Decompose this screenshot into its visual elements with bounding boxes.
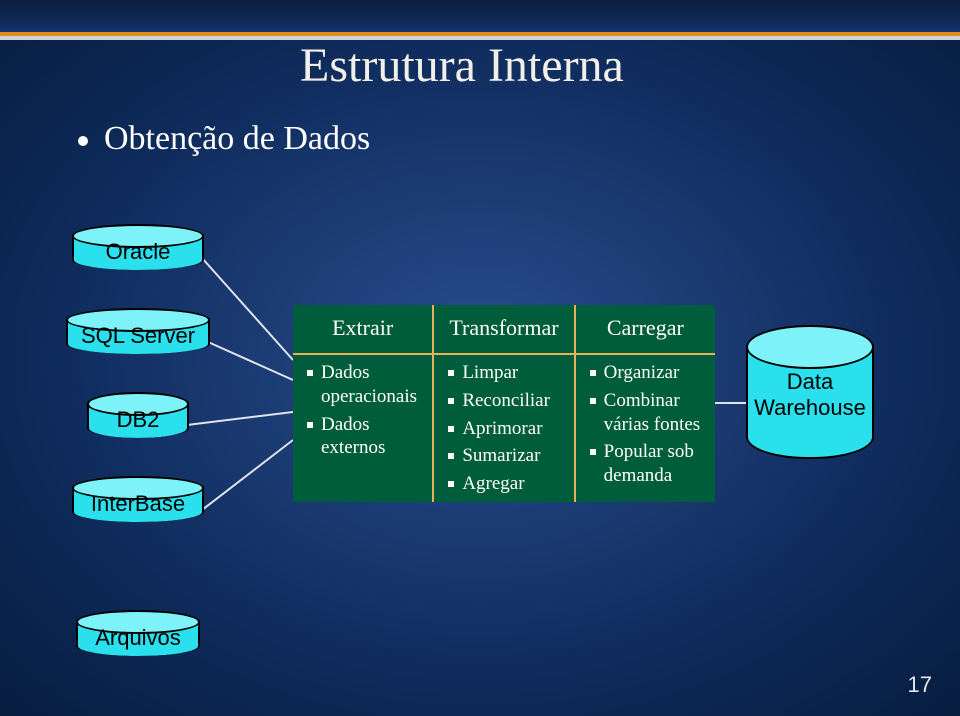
bullet-icon — [448, 453, 454, 459]
slide-title: Estrutura Interna — [300, 38, 624, 93]
etl-item-text: Popular sob demanda — [604, 440, 711, 488]
header-bar — [0, 0, 960, 32]
etl-item-text: Reconciliar — [462, 389, 569, 413]
bullet-icon — [307, 370, 313, 376]
etl-item: Agregar — [448, 472, 569, 496]
etl-item-text: Combinar várias fontes — [604, 389, 711, 437]
bullet-icon — [448, 370, 454, 376]
etl-item-list: Organizar Combinar várias fontesPopular s… — [576, 355, 715, 498]
etl-item-text: Dados externos — [321, 413, 428, 461]
bullet-icon — [448, 398, 454, 404]
etl-item: Sumarizar — [448, 444, 569, 468]
source-cylinder: DB2 — [87, 402, 185, 438]
source-cylinder: Oracle — [72, 234, 200, 270]
etl-item-text: Limpar — [462, 361, 569, 385]
source-label: InterBase — [74, 486, 202, 516]
dw-label: Data Warehouse — [748, 345, 872, 422]
etl-item-list: Limpar Reconciliar Aprimorar Sumarizar Agreg… — [434, 355, 573, 506]
bullet-icon — [307, 422, 313, 428]
source-label: SQL Server — [68, 318, 208, 348]
etl-item-text: Agregar — [462, 472, 569, 496]
page-number: 17 — [908, 672, 932, 698]
slide: Estrutura Interna Obtenção de Dados Orac… — [0, 0, 960, 716]
source-label: DB2 — [89, 402, 187, 432]
bullet-icon — [448, 481, 454, 487]
source-cylinder: InterBase — [72, 486, 200, 522]
data-warehouse-cylinder: Data Warehouse — [746, 345, 870, 459]
etl-item: Organizar — [590, 361, 711, 385]
etl-item-text: Dados operacionais — [321, 361, 428, 409]
dw-label-line1: Data — [787, 369, 833, 394]
etl-column-header: Transformar — [434, 305, 573, 355]
etl-item-list: Dados operacionaisDados externos — [293, 355, 432, 470]
etl-item: Dados operacionais — [307, 361, 428, 409]
heading-text: Obtenção de Dados — [104, 120, 370, 157]
etl-item: Reconciliar — [448, 389, 569, 413]
etl-column: Transformar Limpar Reconciliar Aprimorar Sum… — [434, 305, 575, 502]
etl-item: Aprimorar — [448, 417, 569, 441]
source-label: Oracle — [74, 234, 202, 264]
bullet-icon — [590, 398, 596, 404]
etl-column-header: Carregar — [576, 305, 715, 355]
etl-column: ExtrairDados operacionaisDados externos — [293, 305, 434, 502]
etl-item: Combinar várias fontes — [590, 389, 711, 437]
etl-box: ExtrairDados operacionaisDados externosT… — [293, 305, 715, 502]
dw-label-line2: Warehouse — [754, 395, 866, 420]
etl-item: Dados externos — [307, 413, 428, 461]
source-cylinder: SQL Server — [66, 318, 206, 354]
source-cylinder: Arquivos — [76, 620, 196, 656]
bullet-icon — [590, 449, 596, 455]
bullet-icon — [590, 370, 596, 376]
etl-column-header: Extrair — [293, 305, 432, 355]
source-label: Arquivos — [78, 620, 198, 650]
etl-item: Limpar — [448, 361, 569, 385]
bullet-icon — [448, 426, 454, 432]
etl-item: Popular sob demanda — [590, 440, 711, 488]
etl-column: Carregar Organizar Combinar várias fontesP… — [576, 305, 715, 502]
slide-heading: Obtenção de Dados — [78, 120, 370, 158]
etl-item-text: Organizar — [604, 361, 711, 385]
etl-item-text: Sumarizar — [462, 444, 569, 468]
bullet-icon — [78, 136, 88, 146]
etl-item-text: Aprimorar — [462, 417, 569, 441]
